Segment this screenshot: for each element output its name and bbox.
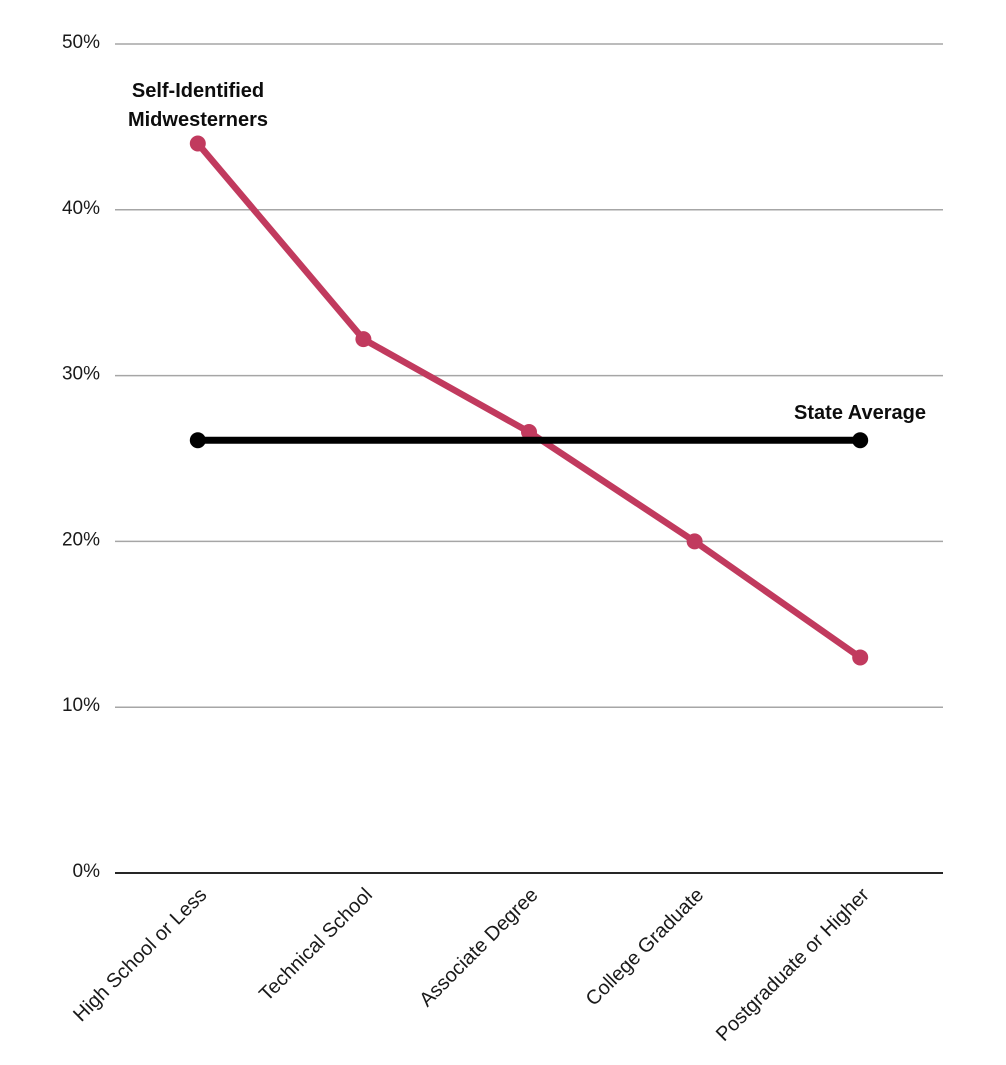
series-label-midwesterners: Self-Identified Midwesterners — [128, 77, 268, 135]
series-label-line2: Midwesterners — [127, 109, 269, 131]
data-point — [189, 135, 206, 152]
x-tick-label: Associate Degree — [415, 884, 542, 1011]
y-tick-label: 40% — [62, 198, 100, 219]
x-tick-label: Technical School — [255, 884, 377, 1006]
y-tick-label: 50% — [62, 32, 100, 53]
y-tick-label: 30% — [62, 364, 100, 385]
data-point — [686, 533, 703, 550]
reference-line-label: State Average — [794, 402, 926, 424]
y-tick-label: 20% — [62, 529, 100, 550]
data-point — [521, 423, 537, 440]
x-tick-label: College Graduate — [582, 884, 708, 1010]
data-point — [852, 649, 869, 666]
data-point — [355, 331, 372, 348]
midwesterners-line — [194, 140, 864, 661]
x-tick-label: High School or Less — [69, 884, 211, 1026]
series-label-line1: Self-Identified — [131, 80, 265, 102]
y-tick-label: 0% — [73, 861, 101, 882]
y-tick-label: 10% — [62, 695, 100, 716]
state-average-endpoint — [852, 432, 869, 449]
state-average-endpoint — [189, 432, 206, 449]
x-tick-label: Postgraduate or Higher — [712, 884, 874, 1046]
